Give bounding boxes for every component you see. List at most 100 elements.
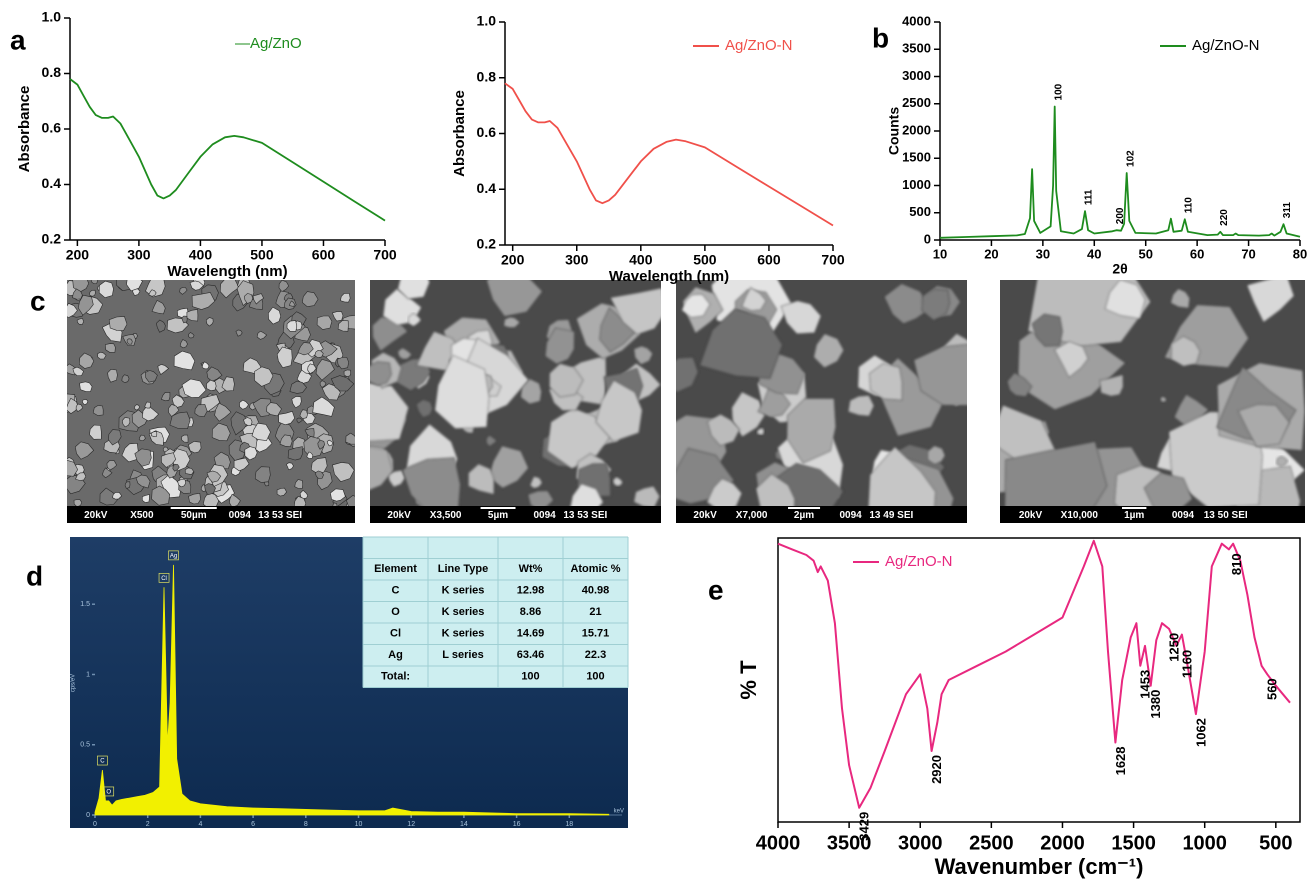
x-tick-label: 18	[565, 821, 573, 828]
x-tick-label: 400	[629, 252, 653, 268]
peak-label: 102	[1125, 150, 1136, 167]
sem-caption: 1µm	[1124, 510, 1144, 521]
sem-caption: X10,000	[1061, 510, 1099, 521]
y-tick-label: 1500	[902, 150, 931, 165]
sem-particle	[127, 339, 132, 345]
peak-label: 1160	[1179, 650, 1194, 678]
x-tick-label: 2	[146, 821, 150, 828]
y-axis-label: Absorbance	[451, 90, 468, 177]
y-tick-label: 4000	[902, 13, 931, 28]
y-tick-label: 0.2	[42, 231, 62, 247]
y-tick-label: 0.4	[42, 175, 62, 191]
table-cell: 21	[589, 606, 601, 618]
peak-label: 311	[1282, 202, 1293, 219]
y-tick-label: 3000	[902, 68, 931, 83]
peak-label: 2920	[929, 755, 944, 784]
x-tick-label: 2000	[1040, 832, 1085, 854]
sem-caption-bar	[676, 506, 967, 523]
x-axis-label: Wavelength (nm)	[167, 263, 287, 280]
panel-label: d	[26, 560, 43, 591]
table-cell: Ag	[388, 649, 403, 661]
sem-particle	[91, 277, 98, 284]
x-tick-label: 16	[513, 821, 521, 828]
x-tick-label: 1000	[1182, 832, 1227, 854]
x-tick-label: 600	[757, 252, 781, 268]
peak-label-text: Cl	[161, 576, 167, 582]
sem-image	[59, 273, 363, 512]
table-header: Wt%	[519, 563, 543, 575]
sem-particle	[125, 482, 130, 489]
y-tick-label: 1	[86, 671, 90, 678]
table-cell: 100	[521, 671, 539, 683]
peak-label: 100	[1053, 83, 1064, 100]
table-cell: Total:	[381, 671, 410, 683]
y-tick-label: 1.0	[477, 13, 497, 29]
y-tick-label: 2000	[902, 122, 931, 137]
y-tick-label: 1.0	[42, 9, 62, 25]
x-tick-label: 70	[1241, 246, 1255, 261]
peak-label: 810	[1229, 553, 1244, 575]
y-tick-label: 0.2	[477, 236, 497, 252]
table-cell: 100	[586, 671, 604, 683]
x-tick-label: 8	[304, 821, 308, 828]
sem-particle	[344, 370, 351, 377]
y-tick-label: 1000	[902, 177, 931, 192]
panel-label: b	[872, 22, 889, 53]
sem-caption: 13 53 SEI	[563, 510, 607, 521]
peak-label-text: Ag	[170, 553, 177, 559]
peak-label: 1628	[1113, 746, 1128, 775]
peak-label: 111	[1084, 189, 1095, 205]
x-tick-label: 10	[355, 821, 363, 828]
table-header: Element	[374, 563, 417, 575]
x-axis-label: Wavelength (nm)	[609, 268, 729, 285]
x-tick-label: 500	[1259, 832, 1292, 854]
table-cell: 63.46	[517, 649, 545, 661]
table-cell: 12.98	[517, 585, 545, 597]
sem-caption: 0094	[229, 510, 252, 521]
x-tick-label: 10	[933, 246, 947, 261]
x-tick-label: 30	[1036, 246, 1050, 261]
y-tick-label: 2500	[902, 95, 931, 110]
x-tick-label: 500	[250, 247, 274, 263]
x-tick-label: 1500	[1111, 832, 1156, 854]
x-tick-label: 20	[984, 246, 998, 261]
sem-particle	[152, 432, 157, 437]
x-tick-label: 3000	[898, 832, 943, 854]
sem-caption: 5µm	[488, 510, 508, 521]
legend-label: Ag/ZnO-N	[1192, 37, 1260, 54]
table-cell: 22.3	[585, 649, 606, 661]
table-cell: C	[392, 585, 400, 597]
x-tick-label: 700	[373, 247, 397, 263]
table-cell: K series	[442, 628, 485, 640]
y-axis-label: Counts	[886, 107, 902, 155]
x-tick-label: 40	[1087, 246, 1101, 261]
x-tick-label: 4	[198, 821, 202, 828]
x-tick-label: 300	[127, 247, 151, 263]
x-tick-label: 12	[407, 821, 415, 828]
sem-image	[656, 255, 990, 534]
sem-image	[340, 267, 665, 523]
sem-caption: 0094	[839, 510, 862, 521]
sem-caption: 50µm	[181, 510, 207, 521]
panel-label: c	[30, 285, 46, 316]
sem-caption-bar	[1000, 506, 1305, 523]
x-tick-label: 200	[66, 247, 90, 263]
table-cell: O	[391, 606, 400, 618]
table-background	[363, 537, 628, 688]
y-tick-label: 0.6	[42, 120, 62, 136]
peak-label: 560	[1265, 678, 1280, 700]
peak-label: 3429	[857, 812, 872, 841]
x-tick-label: 50	[1138, 246, 1152, 261]
y-axis-label: Absorbance	[16, 86, 33, 173]
sem-caption: X3,500	[430, 510, 462, 521]
x-tick-label: 14	[460, 821, 468, 828]
series-line	[505, 83, 833, 225]
eds-table: ElementLine TypeWt%Atomic %CK series12.9…	[363, 537, 628, 688]
legend-label: Ag/ZnO-N	[885, 553, 953, 570]
y-axis-label: % T	[736, 660, 761, 700]
peak-label: 220	[1219, 209, 1230, 226]
peak-label-text: C	[100, 759, 105, 765]
y-tick-label: 0.8	[477, 68, 497, 84]
sem-caption: 20kV	[387, 510, 411, 521]
y-tick-label: 0.4	[477, 180, 497, 196]
